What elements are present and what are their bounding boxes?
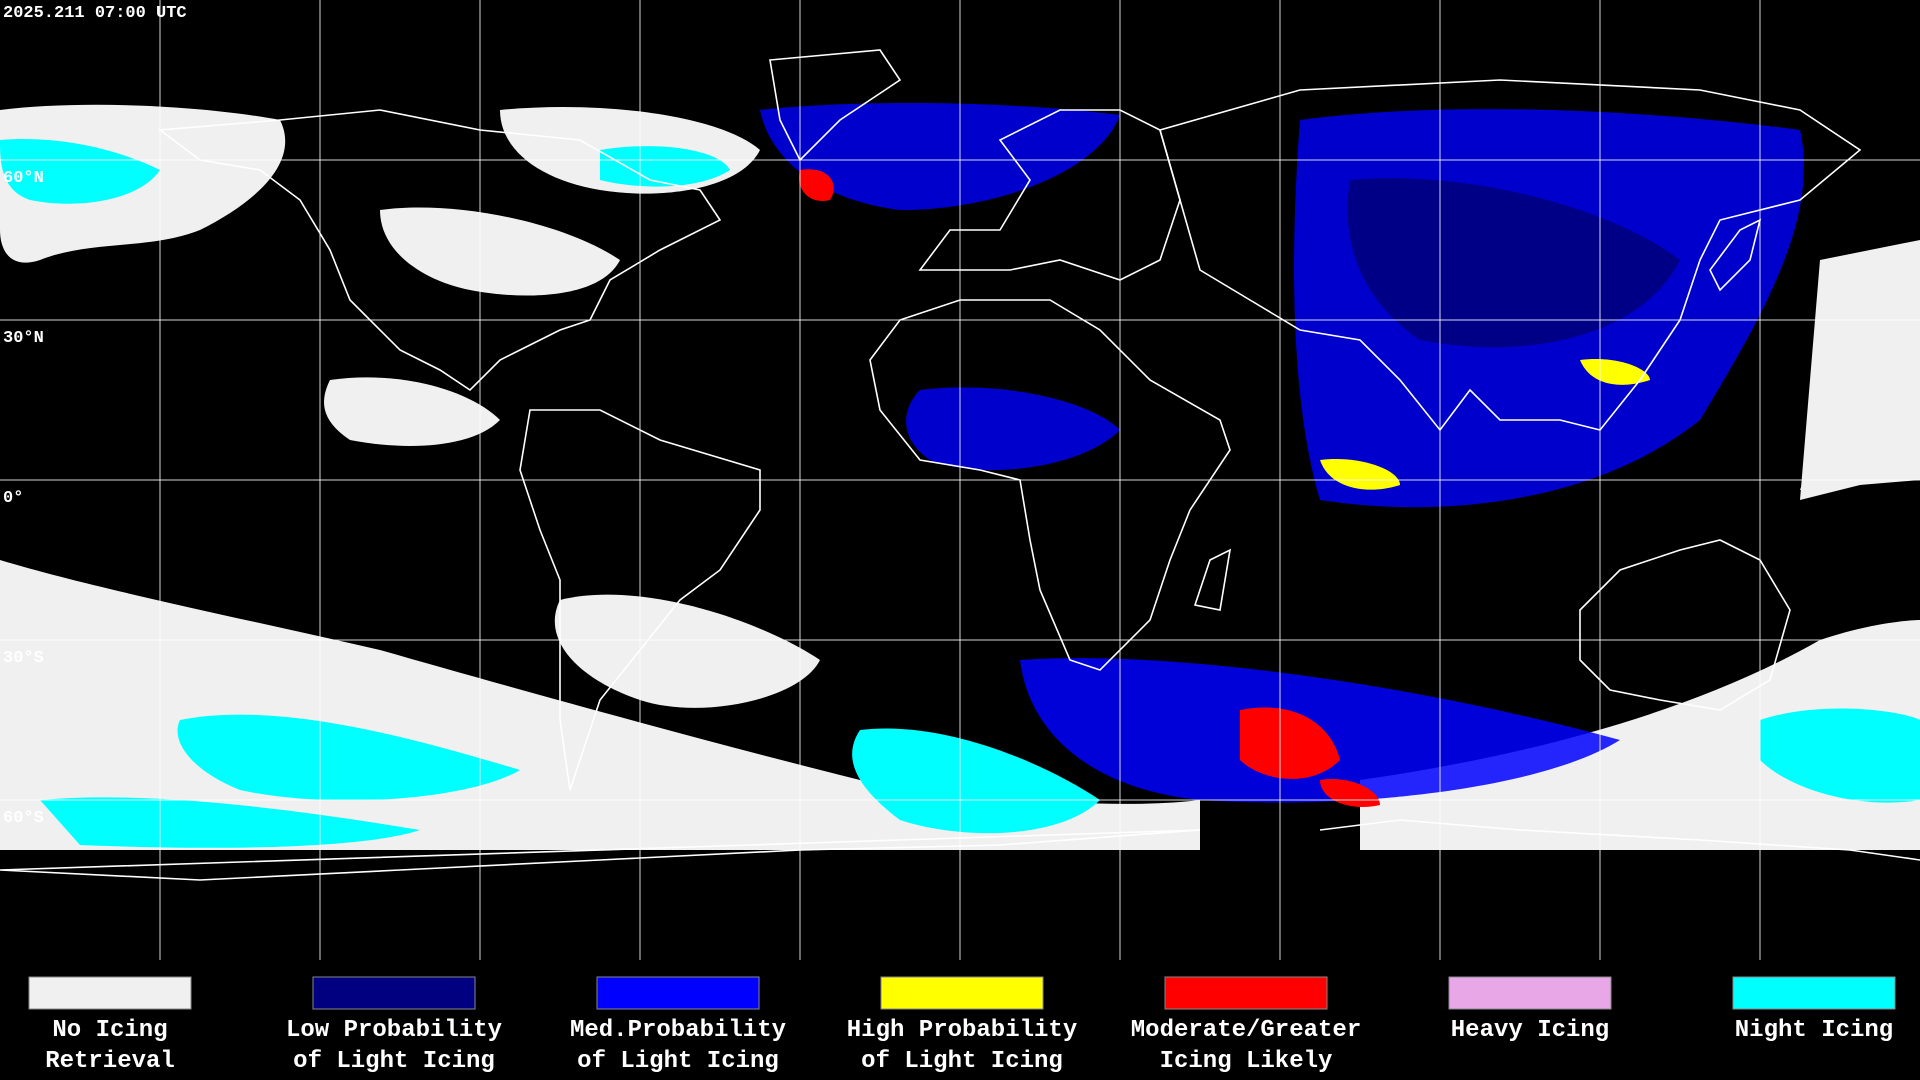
latitude-label: 60°S	[3, 809, 44, 828]
legend-swatch	[596, 976, 760, 1010]
legend-label: Icing Likely	[1160, 1048, 1333, 1075]
legend-label: of Light Icing	[293, 1048, 495, 1075]
legend-item: Low Probability of Light Icing	[286, 976, 502, 1075]
timestamp: 2025.211 07:00 UTC	[3, 4, 187, 23]
legend-item: Moderate/Greater Icing Likely	[1131, 976, 1361, 1075]
legend-swatch	[1448, 976, 1612, 1010]
legend-label: Low Probability	[286, 1017, 502, 1044]
legend-label: Night Icing	[1735, 1017, 1893, 1044]
legend-swatch	[1164, 976, 1328, 1010]
legend-label: Moderate/Greater	[1131, 1017, 1361, 1044]
legend-item: Night Icing	[1732, 976, 1896, 1044]
legend-swatch	[880, 976, 1044, 1010]
legend-label: No Icing	[52, 1017, 167, 1044]
latitude-label: 60°N	[3, 169, 44, 188]
legend-label: Retrieval	[45, 1048, 175, 1075]
legend-swatch	[312, 976, 476, 1010]
legend-item: No Icing Retrieval	[28, 976, 192, 1075]
legend-label: of Light Icing	[861, 1048, 1063, 1075]
latitude-label: 30°S	[3, 649, 44, 668]
legend-item: Med.Probability of Light Icing	[570, 976, 786, 1075]
legend-swatch	[1732, 976, 1896, 1010]
legend-swatch	[28, 976, 192, 1010]
legend-item: High Probability of Light Icing	[847, 976, 1077, 1075]
legend-label: High Probability	[847, 1017, 1077, 1044]
latitude-label: 30°N	[3, 329, 44, 348]
legend-label: Med.Probability	[570, 1017, 786, 1044]
latitude-label: 0°	[3, 489, 23, 508]
graticule	[0, 0, 1920, 960]
legend-label: Heavy Icing	[1451, 1017, 1609, 1044]
cloud-layer	[0, 103, 1920, 850]
legend-label: of Light Icing	[577, 1048, 779, 1075]
legend-item: Heavy Icing	[1448, 976, 1612, 1044]
